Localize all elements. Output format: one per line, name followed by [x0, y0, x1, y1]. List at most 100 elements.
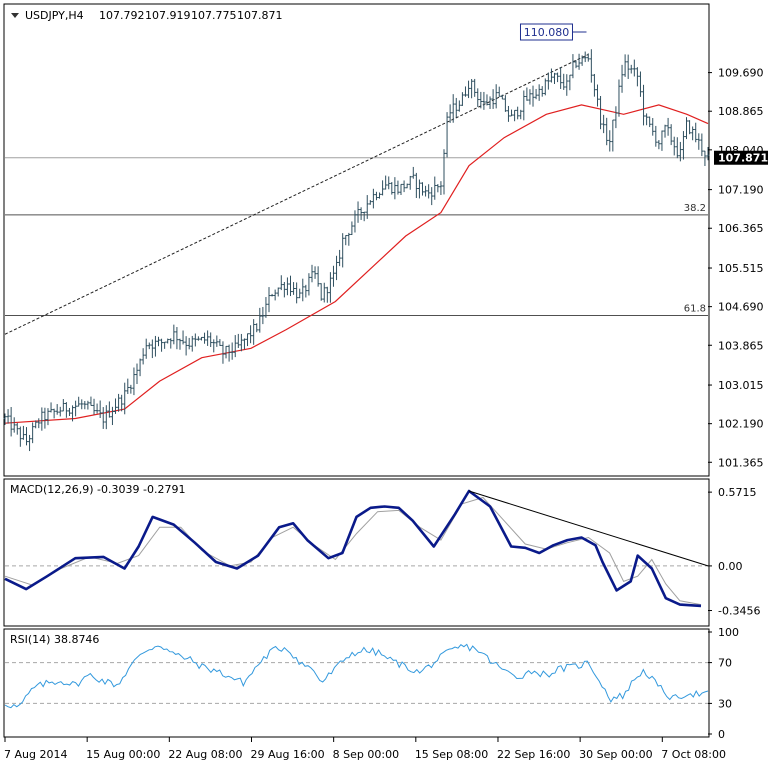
- ohlc-bar: [98, 400, 102, 418]
- price-tick-label: 108.865: [718, 105, 764, 118]
- ohlc-bar: [359, 207, 363, 220]
- ohlc-bar: [691, 126, 695, 141]
- ohlc-bar: [688, 120, 692, 135]
- ohlc-bar: [246, 333, 250, 347]
- rsi-tick-label: 100: [718, 626, 739, 639]
- ohlc-bar: [460, 92, 464, 106]
- ohlc-bar: [58, 406, 62, 417]
- ohlc-bar: [209, 332, 213, 348]
- price-bars: 110.080: [3, 23, 710, 452]
- ohlc-bar: [525, 87, 529, 101]
- ohlc-bar: [282, 281, 286, 298]
- ohlc-bar: [31, 422, 35, 444]
- macd-tick-label: -0.3456: [718, 605, 760, 618]
- ohlc-bar: [86, 400, 90, 410]
- ohlc-bar: [307, 273, 311, 296]
- ohlc-bar: [144, 338, 148, 359]
- ohlc-bar: [522, 90, 526, 121]
- ohlc-bar: [589, 49, 593, 83]
- ohlc-bar: [196, 336, 200, 341]
- high-price-marker[interactable]: 110.080: [519, 23, 587, 41]
- ohlc-bar: [175, 327, 179, 350]
- ohlc-bar: [239, 333, 243, 352]
- ohlc-bar: [482, 91, 486, 110]
- ohlc-bar: [611, 119, 615, 152]
- ohlc-bar: [224, 345, 228, 359]
- ohlc-bar: [654, 125, 658, 147]
- ohlc-bar: [135, 363, 139, 385]
- price-tick-label: 104.690: [718, 301, 764, 314]
- ohlc-bar: [503, 95, 507, 112]
- ohlc-bar: [632, 59, 636, 77]
- ohlc-bar: [255, 323, 259, 333]
- macd-tick-label: 0.5715: [718, 486, 757, 499]
- current-price-box: 107.871: [714, 150, 768, 165]
- price-tick-label: 102.190: [718, 418, 764, 431]
- ohlc-bar: [150, 339, 154, 359]
- ohlc-bar: [156, 336, 160, 347]
- ohlc-bar: [396, 180, 400, 195]
- macd-trendline[interactable]: [468, 490, 709, 567]
- ohlc-bar: [292, 282, 296, 295]
- ohlc-bar: [559, 67, 563, 89]
- ohlc-bar: [141, 348, 145, 365]
- ohlc-bar: [6, 409, 10, 424]
- ohlc-bar: [651, 118, 655, 136]
- ohlc-bar: [672, 136, 676, 156]
- ohlc-bar: [184, 336, 188, 356]
- ohlc-bar: [411, 166, 415, 179]
- ohlc-bar: [620, 64, 624, 93]
- ohlc-bar: [510, 109, 514, 117]
- ohlc-bar: [592, 73, 596, 97]
- price-tick-label: 103.015: [718, 379, 764, 392]
- ohlc-bar: [132, 367, 136, 396]
- ohlc-bar: [583, 51, 587, 63]
- ohlc-bar: [675, 137, 679, 159]
- high-price-label: 110.080: [524, 26, 570, 39]
- ohlc-bar: [55, 404, 59, 415]
- price-tick-label: 105.515: [718, 262, 764, 275]
- x-tick-label: 15 Sep 08:00: [415, 748, 488, 761]
- ohlc-bar: [378, 192, 382, 199]
- price-trendline[interactable]: [4, 53, 589, 335]
- ohlc-bar: [614, 106, 618, 129]
- ohlc-bar: [553, 72, 557, 84]
- ohlc-bar: [427, 184, 431, 199]
- ohlc-bar: [700, 133, 704, 157]
- ohlc-bar: [258, 307, 262, 333]
- ohlc-bar: [9, 407, 13, 437]
- macd-title: MACD(12,26,9) -0.3039 -0.2791: [10, 483, 185, 496]
- ohlc-bar: [605, 117, 609, 146]
- ohlc-bar: [267, 287, 271, 313]
- ohlc-bar: [454, 97, 458, 118]
- ohlc-bar: [417, 179, 421, 199]
- ohlc-bar: [3, 413, 7, 426]
- ohlc-bar: [479, 91, 483, 109]
- ohlc-bar: [236, 333, 240, 349]
- fib-level-label: 61.8: [684, 304, 706, 315]
- ohlc-bar: [405, 183, 409, 189]
- fib-level-label: 38.2: [684, 203, 706, 214]
- ohlc-bar: [595, 84, 599, 107]
- ohlc-bar: [697, 133, 701, 150]
- ohlc-bar: [89, 396, 93, 406]
- ohlc-bar: [467, 80, 471, 99]
- ohlc-bar: [74, 400, 78, 417]
- price-tick-label: 101.365: [718, 456, 764, 469]
- ohlc-bar: [666, 117, 670, 136]
- ohlc-bar: [414, 172, 418, 199]
- ohlc-bar: [166, 338, 170, 344]
- ohlc-bar: [384, 175, 388, 190]
- macd-tick-label: 0.00: [718, 560, 743, 573]
- ohlc-bar: [577, 53, 581, 70]
- price-panel-frame: [3, 3, 710, 477]
- ohlc-bar: [706, 147, 710, 161]
- ohlc-bar: [261, 306, 265, 325]
- ohlc-bar: [439, 181, 443, 196]
- ohlc-bar: [276, 287, 280, 297]
- ohlc-bar: [322, 282, 326, 303]
- chart-dropdown-icon[interactable]: [11, 13, 19, 18]
- rsi-tick-label: 70: [718, 657, 732, 670]
- ohlc-bar: [488, 96, 492, 109]
